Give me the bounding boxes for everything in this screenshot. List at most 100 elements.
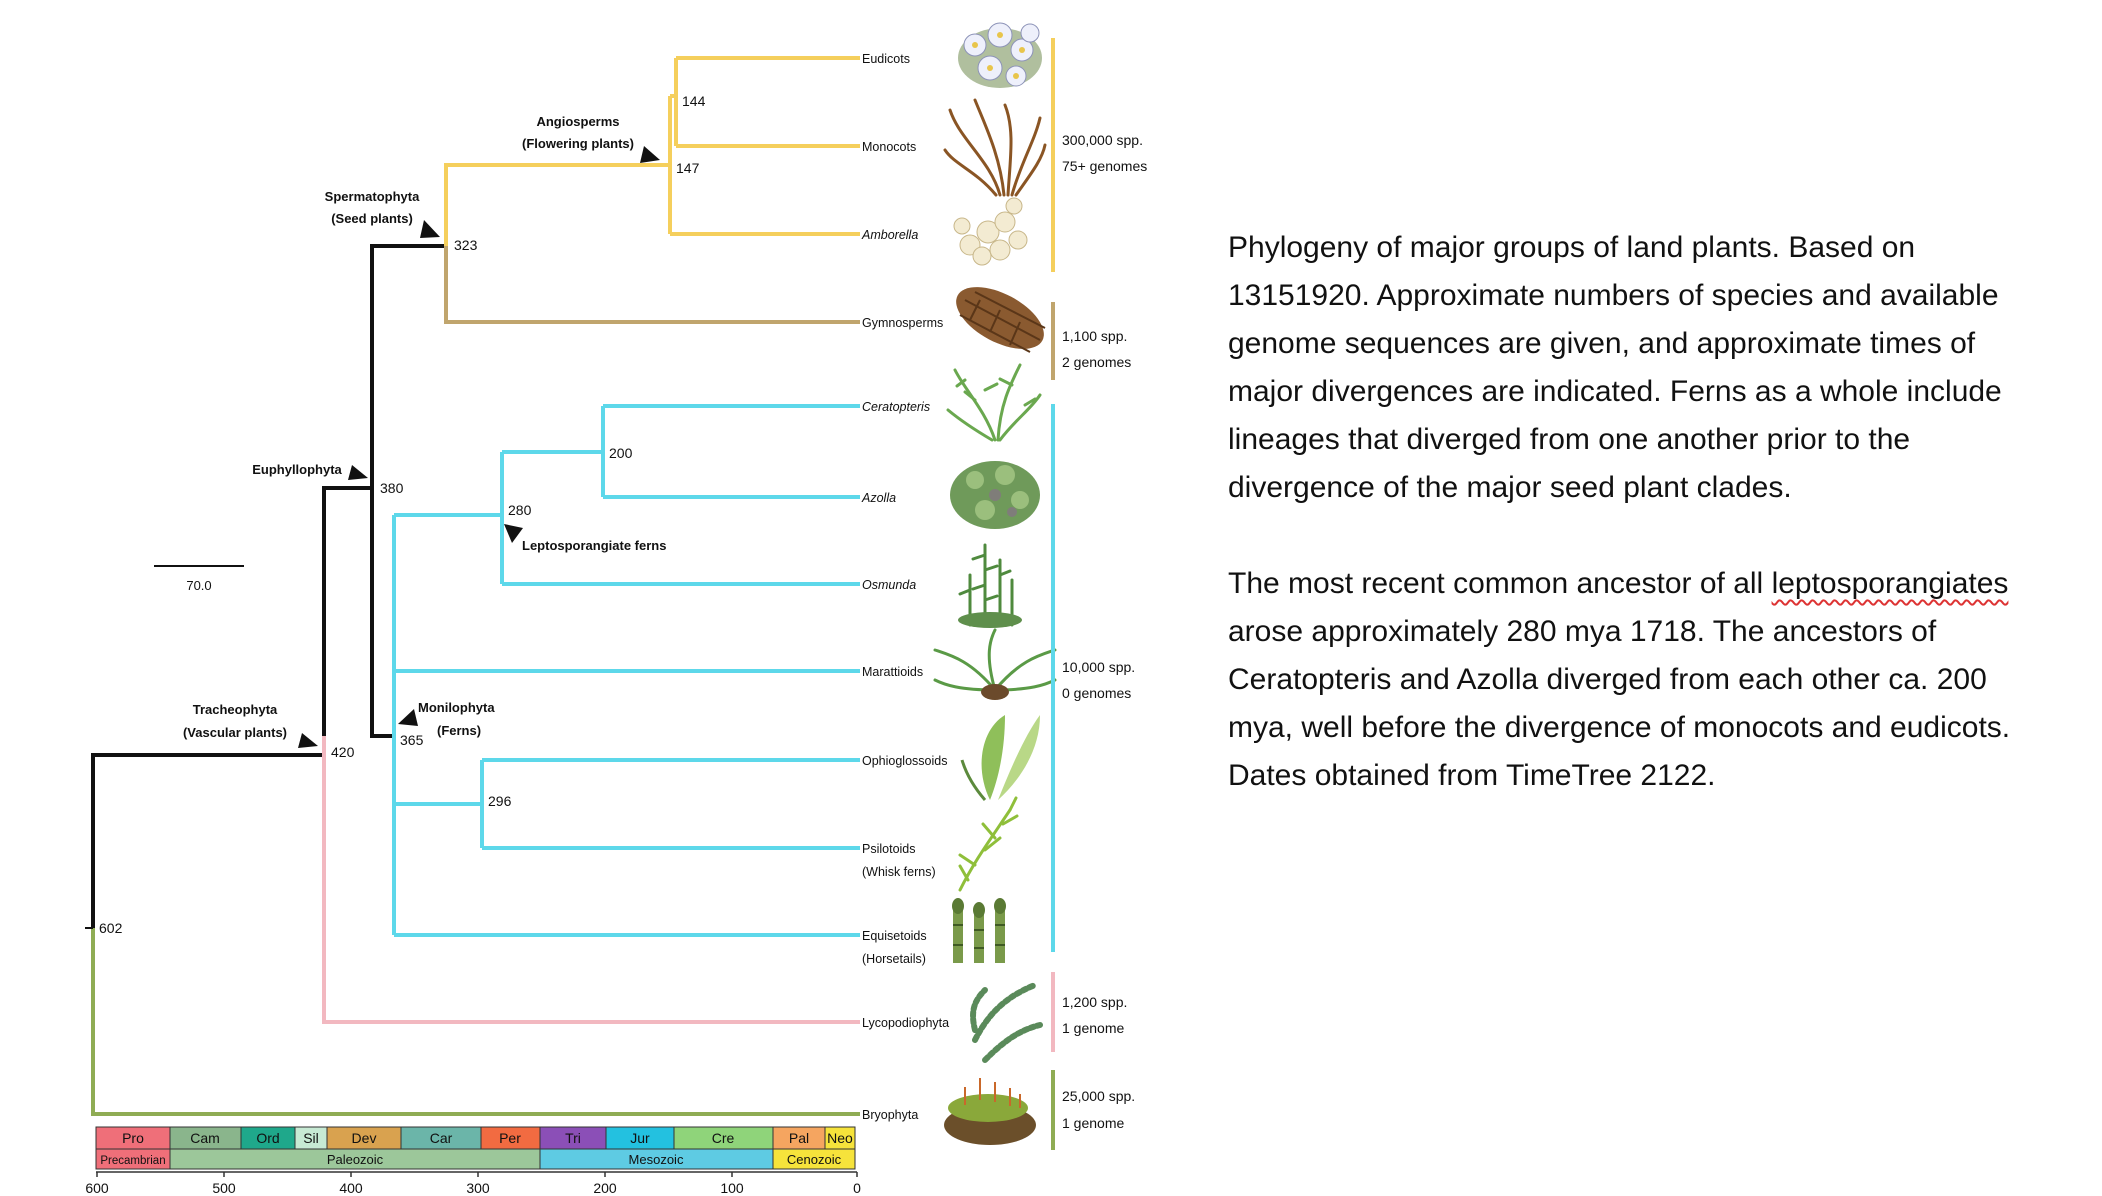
marattioid-illustration: [933, 628, 1057, 700]
period-jur: Jur: [630, 1130, 650, 1146]
node-age-602: 602: [99, 920, 123, 936]
branch-spermatophyta-to-angiosperms: [444, 163, 670, 246]
euphyllophyta-label: Euphyllophyta: [252, 462, 342, 477]
clade-labels: Angiosperms (Flowering plants) Spermatop…: [183, 114, 666, 740]
period-pal: Pal: [789, 1130, 809, 1146]
branch-gymnosperms: [444, 246, 860, 324]
angiosperms-label: Angiosperms: [536, 114, 619, 129]
monilophyta-common-label: (Ferns): [437, 723, 481, 738]
taxon-gymnosperms: Gymnosperms: [862, 316, 943, 330]
angio-species: 300,000 spp.: [1062, 132, 1143, 148]
tracheophyta-common-label: (Vascular plants): [183, 725, 287, 740]
taxon-equisetoids-common: (Horsetails): [862, 952, 926, 966]
lycophyte-illustration: [970, 982, 1043, 1063]
node-age-147: 147: [676, 160, 700, 176]
branch-bryophyta: [91, 928, 860, 1116]
spermatophyta-label: Spermatophyta: [325, 189, 420, 204]
tick-500: 500: [212, 1180, 236, 1196]
caption-p2-end: arose approximately 280 mya 1718. The an…: [1228, 615, 2011, 792]
phylogeny-tree: Angiosperms (Flowering plants) Spermatop…: [85, 22, 1147, 1196]
branch-tracheophyta-to-euphyllophyta: [322, 486, 372, 736]
era-cenozoic: Cenozoic: [787, 1152, 842, 1167]
node-age-380: 380: [380, 480, 404, 496]
scale-bar: 70.0: [154, 565, 244, 593]
taxon-labels: Eudicots Monocots Amborella Gymnosperms …: [861, 52, 949, 1122]
pine-cone-illustration: [956, 287, 1046, 353]
leptosporangiate-arrow: [504, 524, 523, 543]
tracheophyta-arrow: [298, 733, 318, 748]
era-paleozoic: Paleozoic: [327, 1152, 384, 1167]
period-tri: Tri: [565, 1130, 581, 1146]
angio-genomes: 75+ genomes: [1062, 158, 1147, 174]
plant-illustrations: [933, 22, 1057, 1145]
period-sil: Sil: [303, 1130, 319, 1146]
era-mesozoic: Mesozoic: [629, 1152, 684, 1167]
count-labels: 300,000 spp. 75+ genomes 1,100 spp. 2 ge…: [1062, 132, 1147, 1131]
node-age-144: 144: [682, 93, 706, 109]
tick-0: 0: [853, 1180, 861, 1196]
node-age-280: 280: [508, 502, 532, 518]
period-cre: Cre: [712, 1130, 735, 1146]
tick-200: 200: [593, 1180, 617, 1196]
branch-euphyllophyta-to-spermatophyta: [370, 244, 446, 488]
eudicot-flowers-illustration: [958, 22, 1042, 88]
taxon-equisetoids: Equisetoids: [862, 929, 927, 943]
branch-root-to-tracheophyta: [91, 753, 324, 928]
fern-species: 10,000 spp.: [1062, 659, 1135, 675]
taxon-bryophyta: Bryophyta: [862, 1108, 918, 1122]
moss-illustration: [944, 1078, 1036, 1145]
taxon-azolla: Azolla: [861, 491, 896, 505]
period-pro: Pro: [122, 1130, 144, 1146]
euphyllophyta-arrow: [348, 465, 368, 480]
node-age-296: 296: [488, 793, 512, 809]
period-per: Per: [499, 1130, 521, 1146]
taxon-amborella: Amborella: [861, 228, 918, 242]
tick-400: 400: [339, 1180, 363, 1196]
period-row: [95, 1126, 856, 1150]
node-age-365: 365: [400, 732, 424, 748]
scale-bar-label: 70.0: [186, 578, 211, 593]
taxon-ceratopteris: Ceratopteris: [862, 400, 930, 414]
caption-p2-start: The most recent common ancestor of all: [1228, 567, 1772, 600]
period-dev: Dev: [352, 1130, 377, 1146]
branch-euphyllophyta-to-monilophyta: [370, 488, 394, 738]
taxon-ophioglossoids: Ophioglossoids: [862, 754, 947, 768]
taxon-lycopodiophyta: Lycopodiophyta: [862, 1016, 949, 1030]
stem-branches: [91, 244, 446, 928]
taxon-eudicots: Eudicots: [862, 52, 910, 66]
equisetoid-illustration: [952, 898, 1006, 963]
azolla-illustration: [950, 461, 1040, 529]
lyco-species: 1,200 spp.: [1062, 994, 1127, 1010]
angiosperms-arrow: [640, 146, 660, 163]
figure-caption: Phylogeny of major groups of land plants…: [1228, 224, 2028, 848]
era-labels: Precambrian Paleozoic Mesozoic Cenozoic: [100, 1152, 841, 1167]
period-cam: Cam: [190, 1130, 220, 1146]
gymno-genomes: 2 genomes: [1062, 354, 1131, 370]
branch-lycopodiophyta: [322, 736, 860, 1024]
node-age-200: 200: [609, 445, 633, 461]
era-row: [95, 1148, 856, 1170]
gymno-species: 1,100 spp.: [1062, 328, 1127, 344]
taxon-osmunda: Osmunda: [862, 578, 916, 592]
ophioglossoid-illustration: [960, 715, 1040, 801]
angiosperm-branches: [444, 56, 860, 246]
taxon-psilotoids: Psilotoids: [862, 842, 916, 856]
clade-arrows: [298, 146, 660, 748]
leptosporangiate-label: Leptosporangiate ferns: [522, 538, 666, 553]
tick-100: 100: [720, 1180, 744, 1196]
ceratopteris-illustration: [946, 363, 1042, 442]
fern-branches: [392, 404, 860, 937]
node-age-420: 420: [331, 744, 355, 760]
caption-paragraph-1: Phylogeny of major groups of land plants…: [1228, 231, 2002, 504]
monilophyta-arrow: [398, 709, 418, 726]
fern-genomes: 0 genomes: [1062, 685, 1131, 701]
taxon-marattioids: Marattioids: [862, 665, 923, 679]
tick-300: 300: [466, 1180, 490, 1196]
tree-branches: [85, 56, 860, 1116]
period-labels: Pro Cam Ord Sil Dev Car Per Tri Jur Cre …: [122, 1130, 853, 1146]
spermatophyta-common-label: (Seed plants): [331, 211, 413, 226]
monilophyta-label: Monilophyta: [418, 700, 495, 715]
tracheophyta-label: Tracheophyta: [193, 702, 278, 717]
spellcheck-word[interactable]: leptosporangiates: [1771, 567, 2009, 600]
tick-600: 600: [85, 1180, 109, 1196]
